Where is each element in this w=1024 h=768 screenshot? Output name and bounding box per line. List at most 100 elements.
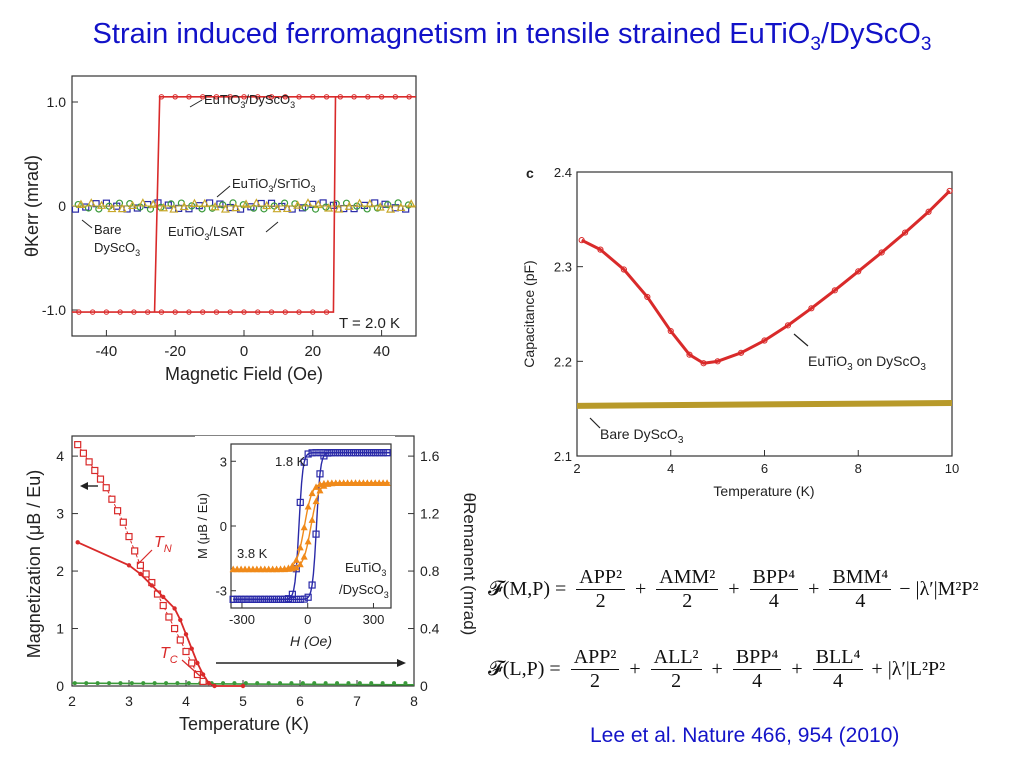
data-point	[383, 449, 391, 457]
data-point	[378, 94, 385, 100]
data-point	[406, 94, 412, 100]
data-point	[332, 449, 340, 457]
equation-operator: +	[808, 578, 820, 600]
fraction-numerator: AMM²	[656, 566, 719, 590]
data-point	[324, 449, 332, 457]
x-axis-label: Temperature (K)	[179, 714, 309, 734]
data-point	[172, 606, 177, 611]
right-axis-arrowhead	[397, 659, 406, 667]
data-point	[347, 449, 356, 457]
data-point	[172, 309, 178, 315]
y-tick-label: 2.3	[554, 260, 572, 275]
y-tick-label: 2.2	[554, 354, 572, 369]
data-point	[300, 595, 308, 603]
data-point	[296, 309, 302, 315]
data-point	[102, 484, 110, 492]
data-point	[296, 543, 304, 551]
data-point	[169, 204, 179, 213]
inset-y-axis-label: M (μB / Eu)	[195, 493, 210, 559]
data-point	[97, 200, 107, 209]
fraction-numerator: BMM⁴	[829, 566, 892, 590]
equation-fraction: BPP⁴ 4	[732, 646, 782, 693]
data-point	[296, 94, 302, 100]
data-point	[149, 583, 154, 588]
data-point	[312, 483, 320, 490]
data-point	[178, 617, 183, 623]
data-point	[644, 293, 651, 301]
data-point	[784, 322, 792, 329]
data-point	[131, 309, 137, 315]
y-tick-label: 4	[56, 448, 64, 464]
data-point	[182, 647, 190, 656]
data-point	[255, 309, 261, 315]
data-point	[363, 449, 371, 457]
data-point	[316, 449, 324, 457]
data-point	[296, 498, 304, 507]
data-point	[220, 204, 230, 213]
equation-operator: +	[728, 578, 740, 600]
series-label-eto-lsat: EuTiO3/LSAT	[168, 224, 245, 242]
data-point	[304, 450, 312, 458]
tc-arrow	[181, 659, 201, 677]
data-point	[245, 595, 253, 603]
data-point	[84, 681, 89, 686]
data-point	[332, 200, 340, 208]
y-tick-label: 1	[56, 621, 64, 637]
data-point	[355, 198, 365, 207]
fraction-denominator: 4	[855, 590, 866, 612]
data-point	[118, 681, 123, 686]
data-point	[293, 200, 303, 209]
series-label-eto-dso: EuTiO3/DyScO3	[204, 92, 295, 110]
data-point	[308, 516, 316, 523]
data-point	[284, 595, 293, 603]
data-point	[95, 681, 100, 686]
data-point	[131, 547, 139, 555]
x-tick-label: -40	[96, 343, 118, 360]
data-point	[227, 94, 233, 100]
data-point	[141, 681, 146, 686]
data-point	[375, 449, 383, 457]
data-point	[249, 595, 257, 603]
x-tick-label: -20	[164, 343, 186, 360]
tc-label: TC	[160, 645, 178, 666]
arrow-eto-on-dso	[793, 333, 809, 347]
data-point	[200, 672, 206, 677]
data-point	[142, 570, 150, 578]
data-point	[359, 449, 367, 457]
fraction-denominator: 4	[752, 670, 763, 692]
data-point	[328, 449, 336, 457]
data-point	[265, 595, 273, 603]
equation-fraction: APP² 2	[576, 566, 625, 613]
data-point	[237, 595, 245, 603]
equation-fraction: BMM⁴ 4	[829, 566, 892, 613]
data-point	[312, 530, 320, 538]
data-point	[186, 309, 192, 315]
data-point	[344, 201, 354, 210]
arrow-bare-dso	[589, 417, 601, 429]
data-point	[165, 613, 173, 621]
fraction-denominator: 2	[595, 590, 606, 612]
y-axis-label: Magnetization (μB / Eu)	[24, 470, 44, 658]
data-point	[737, 349, 745, 356]
data-point	[288, 590, 296, 598]
data-point	[337, 94, 344, 100]
inset-material-label-1: EuTiO3	[345, 560, 386, 578]
arrow-eto-lsat	[265, 221, 279, 233]
data-point	[620, 266, 627, 273]
eto-on-dso-series	[581, 189, 951, 365]
data-point	[213, 309, 220, 315]
data-point	[316, 470, 324, 478]
data-point	[357, 681, 362, 686]
y2-tick-label: 1.6	[420, 448, 440, 464]
equation-lhs: 𝓕(L,P) =	[488, 658, 561, 680]
fraction-numerator: ALL²	[650, 646, 702, 670]
data-point	[231, 202, 241, 212]
data-point	[257, 595, 265, 603]
data-point	[383, 479, 391, 486]
y-tick-label: -1.0	[42, 302, 66, 318]
data-point	[158, 309, 165, 315]
x-tick-label: -300	[229, 612, 255, 627]
y-tick-label: 3	[56, 506, 64, 522]
data-point	[296, 560, 304, 568]
x-tick-label: 300	[363, 612, 385, 627]
